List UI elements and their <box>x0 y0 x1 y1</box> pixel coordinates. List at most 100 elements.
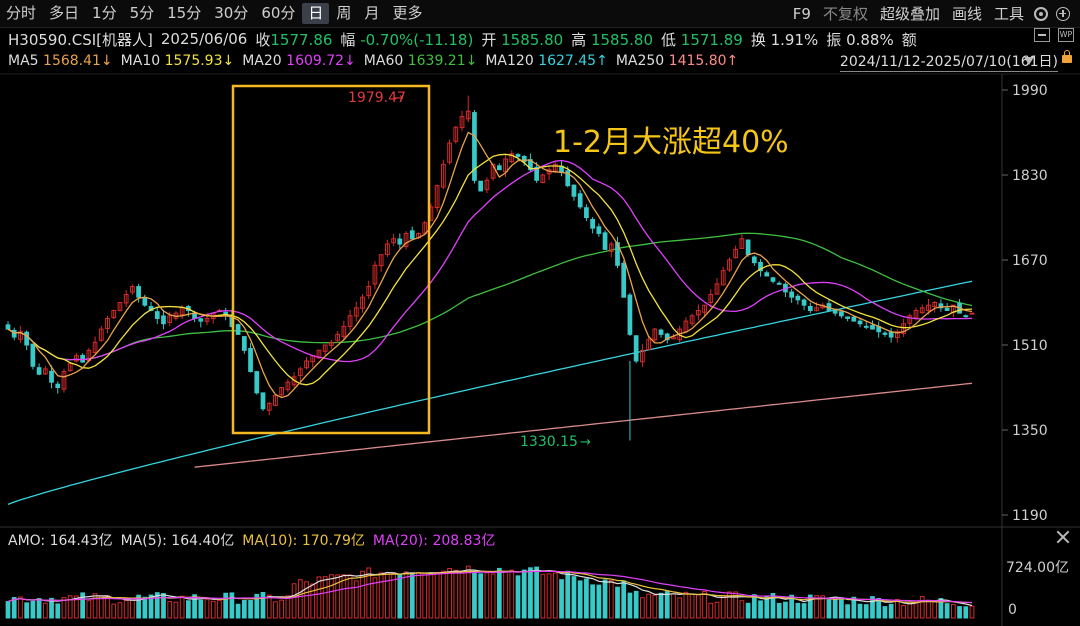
ma10-label: MA10 <box>120 53 161 69</box>
candle-body <box>590 218 595 229</box>
volume-bar <box>403 571 409 619</box>
volume-bar <box>596 584 602 619</box>
minimize-icon[interactable] <box>1034 28 1050 42</box>
volume-bar <box>440 570 446 619</box>
candle-body <box>839 311 844 317</box>
lock-icon[interactable] <box>1062 50 1072 63</box>
candle-body <box>496 165 502 171</box>
volume-bar <box>621 580 627 619</box>
volume-bar <box>963 606 969 619</box>
volume-bar <box>602 579 608 619</box>
volume-bar <box>49 597 54 619</box>
ma120-line <box>7 280 973 506</box>
candle-body <box>521 155 527 163</box>
candle-body <box>198 318 204 322</box>
candle-body <box>5 324 11 330</box>
period-tab-8[interactable]: 周 <box>336 4 352 22</box>
open-label: 开 <box>481 30 497 49</box>
volume-bar <box>310 583 316 619</box>
period-tab-2[interactable]: 1分 <box>92 4 117 22</box>
ma250-label: MA250 <box>615 53 665 69</box>
volume-bar <box>235 603 241 619</box>
volume-bar <box>422 572 428 619</box>
period-tab-6[interactable]: 60分 <box>261 4 296 22</box>
candle-body <box>434 185 440 208</box>
candle-body <box>540 174 546 184</box>
candle-body <box>453 126 459 142</box>
candle-body <box>863 325 869 328</box>
volume-bar <box>702 590 707 619</box>
volume-bar <box>783 601 788 619</box>
amplitude-label: 振 <box>826 30 842 49</box>
candle-body <box>807 305 813 311</box>
volume-bar <box>92 593 98 619</box>
volume-bar <box>640 597 645 619</box>
volume-bar <box>372 577 378 619</box>
volume-bar <box>708 602 714 619</box>
volume-bar <box>801 603 807 619</box>
quote-date: 2025/06/06 <box>160 30 248 48</box>
wp-icon[interactable]: WP <box>1058 28 1074 42</box>
ma10-value: 1575.93↓ <box>164 53 235 69</box>
period-tab-1[interactable]: 多日 <box>49 4 80 22</box>
candle-body <box>857 320 863 325</box>
volume-bar <box>608 580 614 619</box>
candle-body <box>478 180 484 192</box>
super-overlay-button[interactable]: 超级叠加 <box>879 5 940 23</box>
candle-body <box>795 295 801 301</box>
period-tab-10[interactable]: 更多 <box>392 4 423 22</box>
volume-bar <box>161 593 166 619</box>
dropdown-triangle-icon[interactable] <box>1024 57 1034 65</box>
high-marker-label: 1979.47 <box>348 90 406 106</box>
candle-body <box>92 341 98 354</box>
ma-legend: MA5 1568.41↓ MA10 1575.93↓ MA20 1609.72↓… <box>0 50 1080 72</box>
candle-body <box>67 363 73 372</box>
volume-bar <box>490 573 496 619</box>
volume-bar <box>316 576 322 619</box>
candle-body <box>932 302 938 307</box>
candle-body <box>42 368 48 375</box>
quote-bar: H30590.CSI[机器人] 2025/06/06 收1577.86 幅 -0… <box>0 28 1080 50</box>
no-adjust-button[interactable]: 不复权 <box>822 5 868 23</box>
ma20-value: 1609.72↓ <box>286 53 356 69</box>
period-tab-0[interactable]: 分时 <box>6 4 37 22</box>
volume-bar <box>770 592 776 619</box>
volume-bar <box>496 567 502 619</box>
volume-bar <box>671 593 676 619</box>
y-tick-label: 1670 <box>1012 253 1048 269</box>
candle-body <box>74 355 79 362</box>
period-tab-4[interactable]: 15分 <box>167 4 202 22</box>
low-marker-label: 1330.15 <box>520 434 578 450</box>
candle-body <box>459 116 465 129</box>
candle-body <box>534 166 540 181</box>
candle-body <box>739 238 745 249</box>
f9-button[interactable]: F9 <box>792 4 811 23</box>
tools-button[interactable]: 工具 <box>993 5 1024 23</box>
ma60-line <box>7 232 973 361</box>
date-range[interactable]: 2024/11/12-2025/07/10(161日) <box>839 51 1058 72</box>
period-tab-5[interactable]: 30分 <box>214 4 249 22</box>
period-tab-3[interactable]: 5分 <box>129 4 155 22</box>
volume-bar <box>42 602 48 619</box>
candle-body <box>260 392 266 410</box>
ma5-label: MA5 <box>8 53 39 69</box>
volume-bar <box>273 601 278 619</box>
volume-bar <box>515 575 521 619</box>
close-icon[interactable] <box>1056 530 1070 544</box>
add-circle-icon[interactable] <box>1056 6 1070 21</box>
period-tab-9[interactable]: 月 <box>364 4 380 22</box>
candle-body <box>621 262 627 298</box>
candle-body <box>111 309 117 319</box>
volume-bar <box>552 572 558 619</box>
volume-bar <box>434 572 440 619</box>
candle-body <box>652 328 658 341</box>
volume-bar <box>876 598 882 619</box>
volume-bar <box>503 571 508 619</box>
candle-body <box>366 286 372 297</box>
draw-line-button[interactable]: 画线 <box>951 5 982 23</box>
y-tick-label: 1830 <box>1012 168 1048 184</box>
volume-bar <box>260 591 266 619</box>
period-tab-7[interactable]: 日 <box>302 3 330 24</box>
gear-icon[interactable] <box>1034 6 1048 21</box>
volume-bar <box>130 597 135 619</box>
